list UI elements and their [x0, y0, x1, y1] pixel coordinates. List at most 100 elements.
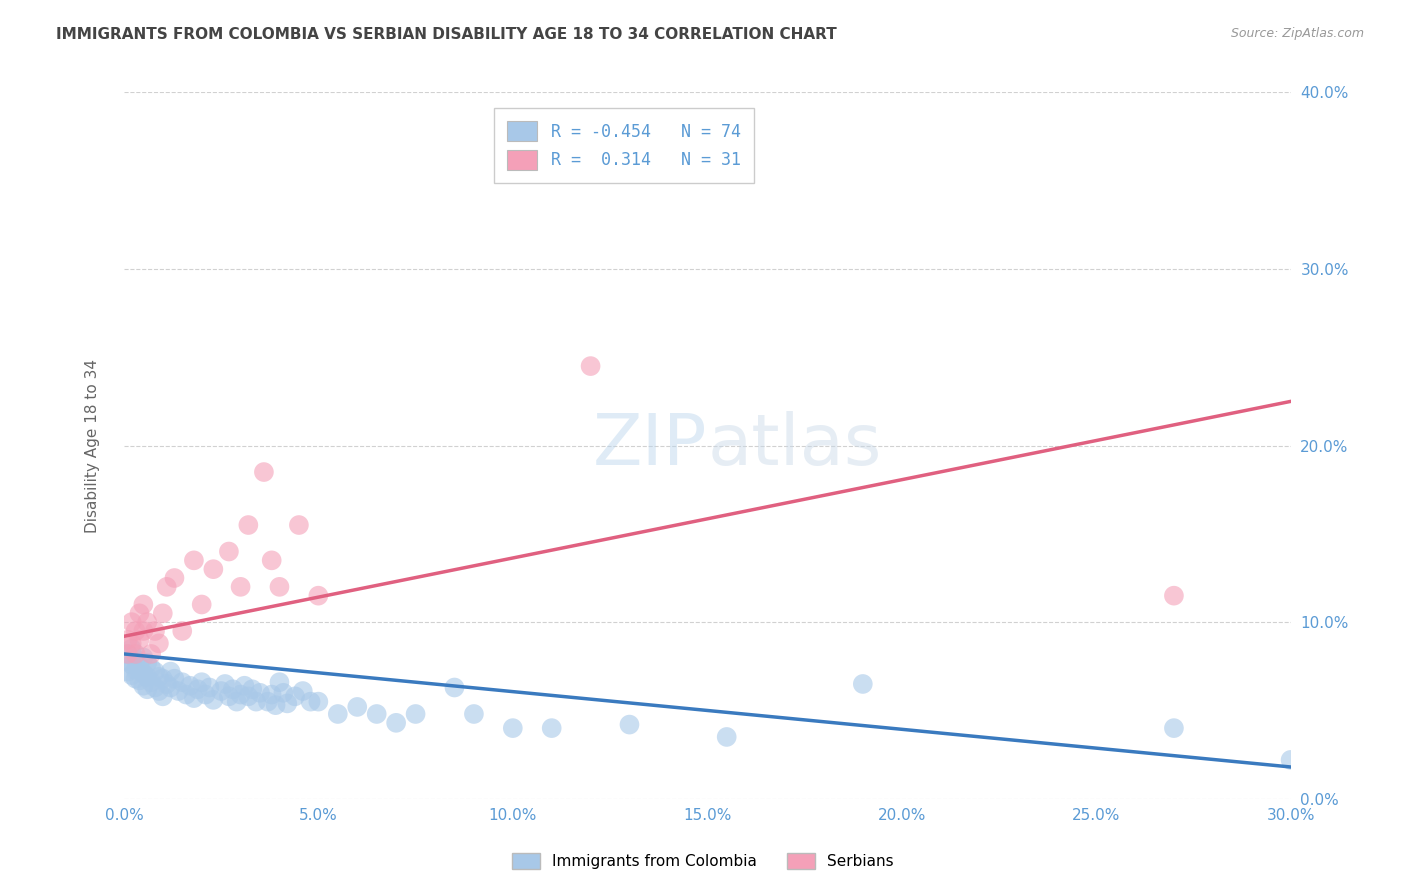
Point: [143, 665, 166, 679]
Point: [225, 695, 247, 709]
Point: [152, 672, 174, 686]
Point: [240, 682, 263, 697]
Point: [284, 690, 307, 704]
Point: [136, 670, 159, 684]
Point: [148, 670, 170, 684]
Point: [143, 681, 166, 695]
Point: [1163, 589, 1185, 603]
Point: [128, 659, 150, 673]
Point: [253, 465, 276, 479]
Point: [260, 553, 283, 567]
Point: [121, 641, 143, 656]
Point: [190, 598, 212, 612]
Point: [1279, 753, 1302, 767]
Point: [121, 657, 143, 672]
Point: [852, 677, 875, 691]
Text: atlas: atlas: [707, 411, 882, 480]
Point: [136, 656, 159, 670]
Point: [214, 677, 236, 691]
Point: [190, 675, 212, 690]
Point: [183, 553, 205, 567]
Point: [260, 688, 283, 702]
Point: [229, 580, 252, 594]
Point: [288, 518, 311, 533]
Point: [159, 665, 181, 679]
Point: [117, 654, 139, 668]
Point: [183, 691, 205, 706]
Point: [229, 688, 252, 702]
Point: [132, 598, 155, 612]
Point: [143, 624, 166, 638]
Point: [256, 695, 278, 709]
Point: [132, 666, 155, 681]
Point: [132, 624, 155, 638]
Point: [159, 681, 181, 695]
Point: [156, 580, 179, 594]
Point: [167, 684, 190, 698]
Point: [218, 544, 240, 558]
Point: [405, 706, 427, 721]
Point: [222, 682, 245, 697]
Point: [139, 675, 162, 690]
Point: [1163, 721, 1185, 735]
Point: [291, 684, 314, 698]
Point: [269, 580, 291, 594]
Point: [233, 679, 256, 693]
Text: Source: ZipAtlas.com: Source: ZipAtlas.com: [1230, 27, 1364, 40]
Point: [276, 697, 298, 711]
Point: [156, 677, 179, 691]
Point: [152, 690, 174, 704]
Text: ZIP: ZIP: [593, 411, 707, 480]
Point: [117, 647, 139, 661]
Point: [249, 686, 271, 700]
Point: [269, 675, 291, 690]
Point: [124, 647, 146, 661]
Point: [132, 679, 155, 693]
Point: [540, 721, 562, 735]
Legend: Immigrants from Colombia, Serbians: Immigrants from Colombia, Serbians: [506, 847, 900, 875]
Point: [307, 695, 329, 709]
Point: [132, 650, 155, 665]
Point: [148, 636, 170, 650]
Point: [202, 562, 225, 576]
Point: [264, 698, 287, 713]
Point: [163, 672, 186, 686]
Point: [619, 717, 641, 731]
Point: [148, 684, 170, 698]
Point: [124, 672, 146, 686]
Point: [502, 721, 524, 735]
Point: [209, 684, 232, 698]
Point: [463, 706, 485, 721]
Point: [716, 730, 738, 744]
Text: IMMIGRANTS FROM COLOMBIA VS SERBIAN DISABILITY AGE 18 TO 34 CORRELATION CHART: IMMIGRANTS FROM COLOMBIA VS SERBIAN DISA…: [56, 27, 837, 42]
Point: [152, 607, 174, 621]
Point: [128, 632, 150, 647]
Point: [443, 681, 465, 695]
Point: [385, 715, 408, 730]
Point: [346, 700, 368, 714]
Point: [172, 624, 194, 638]
Point: [326, 706, 349, 721]
Point: [163, 571, 186, 585]
Point: [139, 661, 162, 675]
Point: [579, 359, 602, 373]
Point: [124, 624, 146, 638]
Point: [307, 589, 329, 603]
Point: [174, 688, 197, 702]
Point: [172, 675, 194, 690]
Point: [139, 647, 162, 661]
Point: [218, 690, 240, 704]
Point: [198, 681, 221, 695]
Point: [117, 632, 139, 647]
Y-axis label: Disability Age 18 to 34: Disability Age 18 to 34: [86, 359, 100, 533]
Point: [238, 690, 260, 704]
Point: [121, 615, 143, 629]
Point: [124, 652, 146, 666]
Point: [273, 686, 295, 700]
Point: [299, 695, 322, 709]
Point: [117, 647, 139, 661]
Point: [238, 518, 260, 533]
Point: [128, 673, 150, 688]
Point: [366, 706, 388, 721]
Point: [128, 607, 150, 621]
